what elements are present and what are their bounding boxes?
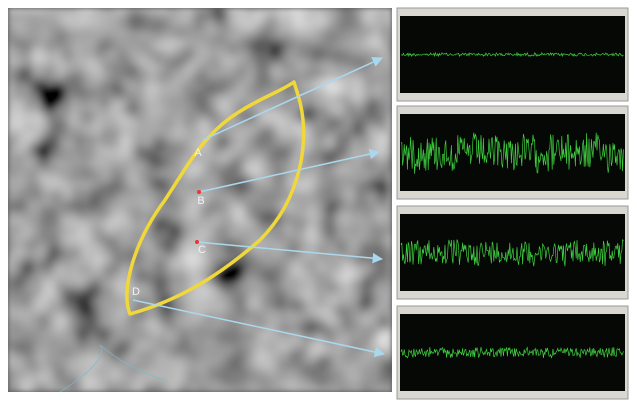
figure: A B C D bbox=[0, 0, 637, 401]
map-panel: A B C D bbox=[8, 8, 392, 392]
signal-plot bbox=[400, 114, 625, 191]
point-label: A bbox=[194, 147, 202, 159]
point-label: C bbox=[198, 244, 206, 256]
point-marker bbox=[197, 190, 201, 194]
point-label: D bbox=[132, 286, 140, 298]
signal-panels bbox=[397, 8, 628, 399]
point-label: B bbox=[197, 195, 204, 207]
